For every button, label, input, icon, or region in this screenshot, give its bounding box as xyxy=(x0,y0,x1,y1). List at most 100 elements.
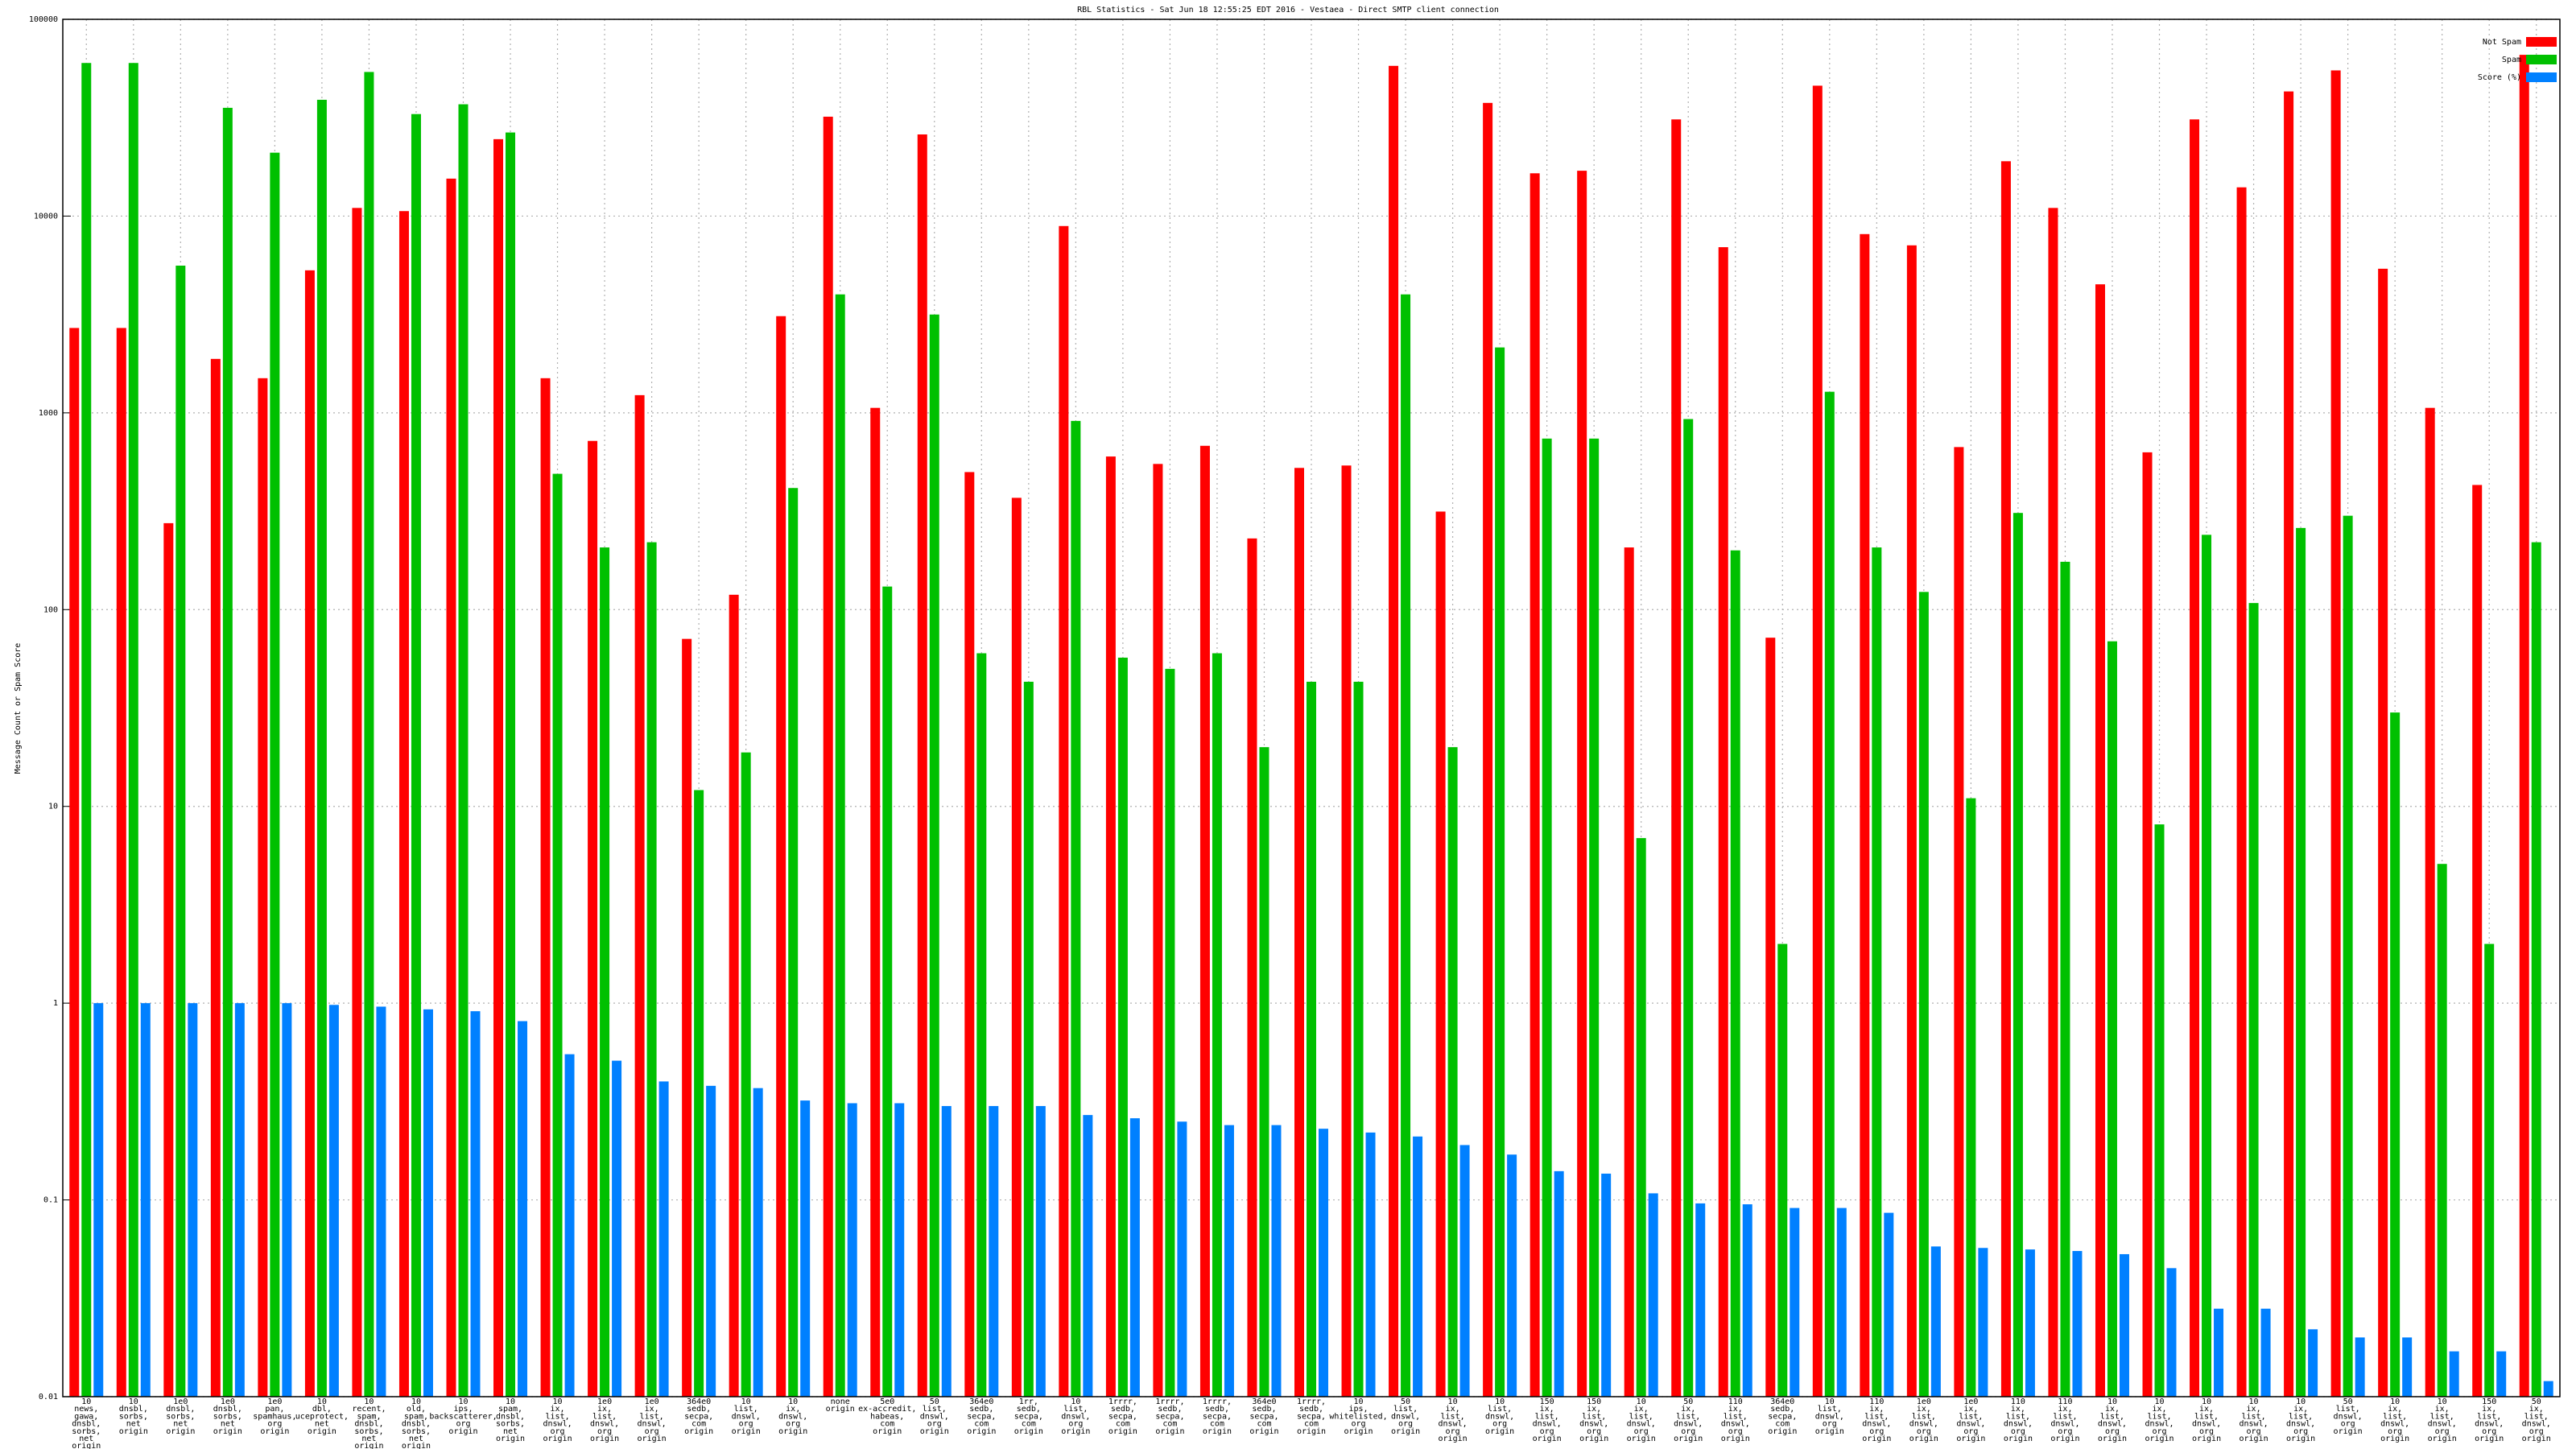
x-tick-label-line: 50 xyxy=(2532,1397,2541,1406)
x-tick-label-line: ix, xyxy=(1446,1405,1460,1414)
x-tick-label-line: ix, xyxy=(1540,1405,1554,1414)
x-tick-label: 364e0 sedb, secpa, com origin xyxy=(967,1397,996,1436)
x-tick-label: 10 list, dnswl, org origin xyxy=(1485,1397,1514,1436)
bar xyxy=(1601,1173,1612,1397)
bar xyxy=(2543,1381,2553,1397)
bar xyxy=(706,1085,716,1397)
y-tick-label: 10 xyxy=(48,803,58,811)
bar xyxy=(282,1003,292,1397)
x-tick-label-line: list, xyxy=(592,1412,617,1421)
x-tick-label-line: origin xyxy=(2240,1435,2268,1443)
bar xyxy=(1247,538,1257,1397)
x-tick-label: 1e0 ix, list, dnswl, org origin xyxy=(1909,1397,1938,1443)
x-tick-label-line: 110 xyxy=(2011,1397,2025,1406)
x-tick-label-line: dnswl, xyxy=(2380,1420,2409,1429)
x-tick-label-line: dnswl, xyxy=(1439,1420,1468,1429)
x-tick-label-line: org xyxy=(1398,1420,1413,1429)
x-tick-label-line: ix, xyxy=(2011,1405,2025,1414)
bar xyxy=(1459,1145,1470,1397)
x-tick-label-line: 10 xyxy=(1825,1397,1835,1406)
x-tick-label-line: dnswl, xyxy=(1391,1412,1420,1421)
x-tick-label-line: org xyxy=(2482,1427,2496,1436)
bar xyxy=(753,1088,763,1397)
x-tick-label-line: 50 xyxy=(1683,1397,1693,1406)
x-tick-label-line: origin xyxy=(1956,1435,1985,1443)
x-tick-label-line: 150 xyxy=(1587,1397,1601,1406)
bar xyxy=(800,1100,811,1397)
x-tick-label-line: origin xyxy=(354,1442,383,1449)
x-tick-label-line: 1rrrr, xyxy=(1155,1397,1184,1406)
x-tick-label-line: secpa, xyxy=(1014,1412,1043,1421)
chart-title: RBL Statistics - Sat Jun 18 12:55:25 EDT… xyxy=(1077,6,1499,14)
bar xyxy=(493,138,504,1397)
x-tick-label-line: sedb, xyxy=(1158,1405,1182,1414)
bar xyxy=(917,134,927,1397)
x-tick-label-line: list, xyxy=(1441,1412,1465,1421)
x-tick-label-line: 10 xyxy=(553,1397,563,1406)
bar xyxy=(163,522,174,1397)
x-tick-label-line: list, xyxy=(2383,1412,2407,1421)
x-tick-label-line: 10 xyxy=(506,1397,515,1406)
x-tick-label-line: sorbs, xyxy=(72,1427,101,1436)
x-tick-label: 10 ix, list, dnswl, org origin xyxy=(2428,1397,2457,1443)
bar xyxy=(376,1006,386,1397)
x-tick-label-line: list, xyxy=(1393,1405,1418,1414)
x-tick-label-line: dnsbl, xyxy=(72,1420,101,1429)
x-tick-label-line: origin xyxy=(2475,1435,2504,1443)
bar xyxy=(1435,511,1446,1397)
x-tick-label-line: 10 xyxy=(741,1397,751,1406)
bar xyxy=(2390,712,2401,1397)
bar xyxy=(1906,245,1917,1397)
x-tick-label-line: dnswl, xyxy=(1815,1412,1844,1421)
x-tick-label-line: org xyxy=(1917,1427,1931,1436)
bar xyxy=(2296,527,2306,1397)
x-tick-label: 150 ix, list, dnswl, org origin xyxy=(1533,1397,1562,1443)
x-tick-label-line: org xyxy=(2199,1427,2214,1436)
bar xyxy=(1577,171,1587,1397)
x-tick-label-line: org xyxy=(786,1420,800,1429)
x-tick-label-line: ix, xyxy=(2388,1405,2402,1414)
x-tick-label-line: 110 xyxy=(1728,1397,1743,1406)
bar xyxy=(506,132,516,1397)
bar xyxy=(1648,1193,1658,1397)
x-tick-label-line: list, xyxy=(1535,1412,1559,1421)
y-tick-label: 10000 xyxy=(34,212,58,221)
x-tick-label-line: dnswl, xyxy=(2145,1420,2174,1429)
bar xyxy=(2284,91,2294,1397)
x-tick-label: 5e0 ex-accredit, habeas, com origin xyxy=(858,1397,916,1436)
x-tick-label: 1rr, sedb, secpa, com origin xyxy=(1014,1397,1043,1436)
x-tick-label-line: list, xyxy=(2100,1412,2124,1421)
bar xyxy=(741,752,751,1397)
x-tick-label-line: org xyxy=(456,1420,470,1429)
x-tick-label: 10 ix, list, dnswl, org origin xyxy=(2192,1397,2221,1443)
x-tick-label: 10 ix, list, dnswl, org origin xyxy=(2240,1397,2268,1443)
x-tick-label-line: 1rrrr, xyxy=(1203,1397,1232,1406)
bar xyxy=(1319,1129,1328,1397)
x-tick-label-line: list, xyxy=(2430,1412,2454,1421)
bar xyxy=(788,488,799,1397)
x-tick-label-line: sorbs, xyxy=(119,1412,148,1421)
bar xyxy=(1636,838,1646,1397)
bar xyxy=(847,1103,857,1397)
x-tick-label-line: 10 xyxy=(2296,1397,2306,1406)
x-tick-label-line: org xyxy=(1068,1420,1083,1429)
x-tick-label-line: sedb, xyxy=(1111,1405,1135,1414)
x-tick-label-line: origin xyxy=(684,1427,713,1436)
x-tick-label: 10 ips, backscatterer, org origin xyxy=(429,1397,497,1436)
x-tick-label-line: origin xyxy=(402,1442,431,1449)
x-tick-label-line: sedb, xyxy=(1252,1405,1276,1414)
bar xyxy=(423,1009,433,1397)
y-tick-label: 0.1 xyxy=(43,1196,58,1205)
x-tick-label-line: list, xyxy=(2194,1412,2219,1421)
x-tick-label-line: origin xyxy=(2334,1427,2363,1436)
x-tick-label: 10 spam, dnsbl, sorbs, net origin xyxy=(496,1397,525,1443)
x-tick-label-line: 10 xyxy=(1071,1397,1080,1406)
x-tick-label-line: dnswl, xyxy=(590,1420,619,1429)
y-tick-label: 1 xyxy=(53,999,58,1008)
bar xyxy=(1812,85,1823,1397)
x-tick-label-line: dnswl, xyxy=(1485,1412,1514,1421)
bar xyxy=(1153,464,1163,1397)
x-tick-label-line: ix, xyxy=(2058,1405,2072,1414)
x-tick-label-line: 1rrrr, xyxy=(1108,1397,1137,1406)
x-tick-label-line: list, xyxy=(1063,1405,1088,1414)
